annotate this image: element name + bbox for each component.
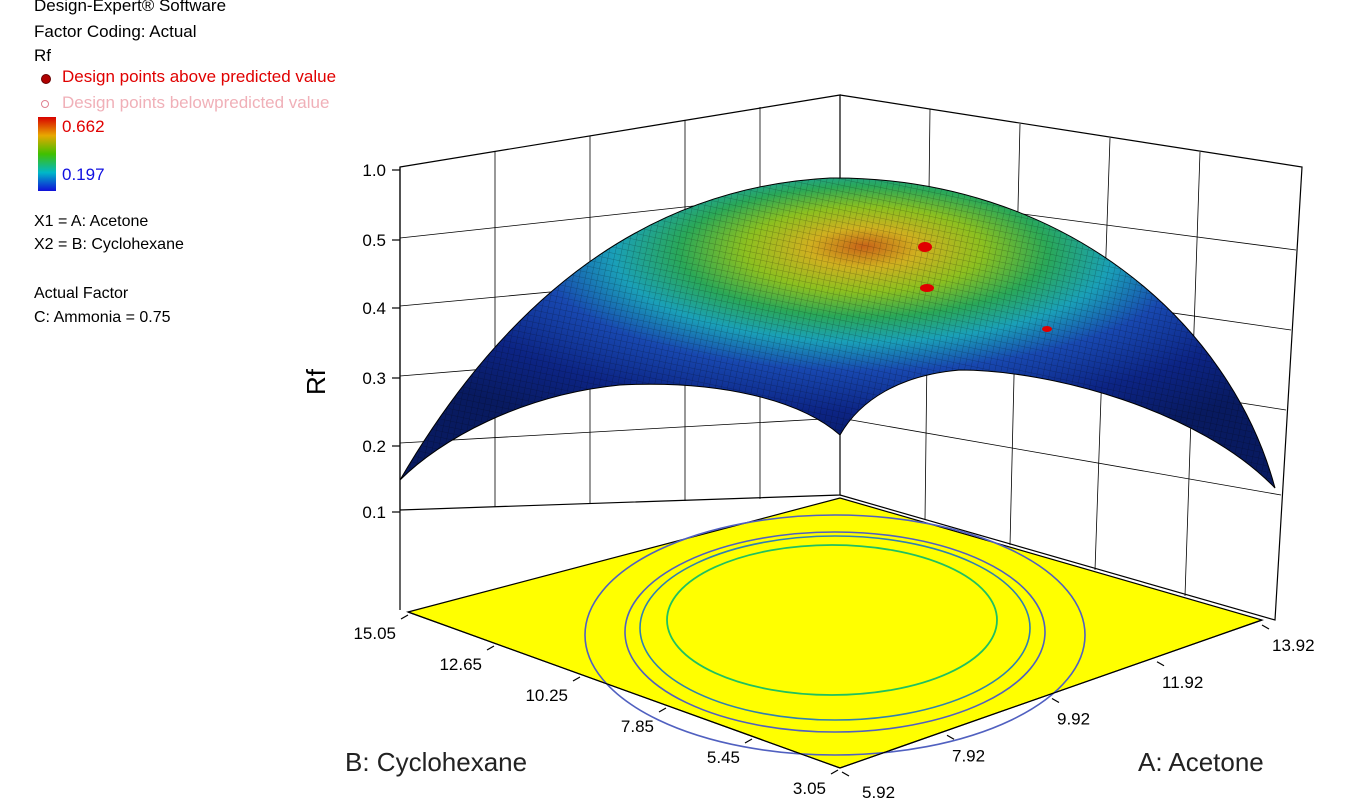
x-tick-label: 9.92 <box>1057 710 1090 729</box>
x-tick-mark <box>1261 624 1270 630</box>
y-axis-ticks: 3.05 5.45 7.85 10.25 12.65 15.05 <box>353 614 839 798</box>
x-tick-mark <box>841 771 850 777</box>
color-high-label: 0.662 <box>62 117 105 136</box>
z-axis-title: Rf <box>301 368 331 395</box>
response-label: Rf <box>34 46 51 65</box>
response-surface <box>399 177 1276 489</box>
z-axis-ticks: 0.1 0.2 0.3 0.4 0.5 1.0 <box>362 161 400 522</box>
x1-definition: X1 = A: Acetone <box>34 213 149 230</box>
x2-definition: X2 = B: Cyclohexane <box>34 236 184 253</box>
z-tick-label: 0.4 <box>362 299 386 318</box>
z-tick-label: 0.2 <box>362 437 386 456</box>
actual-factor-value: C: Ammonia = 0.75 <box>34 309 171 326</box>
x-tick-label: 11.92 <box>1162 673 1203 692</box>
actual-factor-heading: Actual Factor <box>34 285 129 302</box>
x-axis-ticks: 5.92 7.92 9.92 11.92 13.92 <box>841 624 1315 802</box>
y-tick-mark <box>572 676 581 682</box>
y-tick-mark <box>744 738 753 744</box>
y-tick-mark <box>486 645 495 651</box>
y-tick-mark <box>830 769 839 775</box>
z-tick-label: 1.0 <box>362 161 386 180</box>
software-label: Design-Expert® Software <box>34 0 227 15</box>
z-tick-label: 0.3 <box>362 369 386 388</box>
design-points-layer <box>918 242 1052 332</box>
x-tick-mark <box>1051 697 1060 704</box>
below-point-icon <box>41 100 49 108</box>
legend-below: Design points belowpredicted value <box>62 93 330 112</box>
above-point-icon <box>41 74 51 84</box>
y-tick-mark <box>400 614 409 620</box>
x-tick-mark <box>946 734 955 740</box>
y-tick-label: 10.25 <box>525 686 568 705</box>
z-tick-label: 0.1 <box>362 503 386 522</box>
y-tick-label: 12.65 <box>439 655 482 674</box>
color-scale-bar <box>38 117 56 191</box>
factor-coding-label: Factor Coding: Actual <box>34 22 197 41</box>
design-point <box>1042 326 1052 332</box>
design-point <box>920 284 934 292</box>
y-axis-title: B: Cyclohexane <box>345 747 527 777</box>
legend-above: Design points above predicted value <box>62 67 337 86</box>
x-tick-label: 13.92 <box>1272 636 1315 655</box>
z-tick-label: 0.5 <box>362 231 386 250</box>
y-tick-label: 7.85 <box>621 717 654 736</box>
floor <box>405 497 1264 769</box>
front-axes <box>399 167 1263 769</box>
x-axis-title: A: Acetone <box>1138 747 1264 777</box>
x-tick-label: 5.92 <box>862 783 895 802</box>
y-tick-label: 15.05 <box>353 624 396 643</box>
y-tick-label: 5.45 <box>707 748 740 767</box>
y-tick-label: 3.05 <box>793 779 826 798</box>
x-tick-mark <box>1156 661 1165 667</box>
design-point <box>918 242 932 252</box>
x-tick-label: 7.92 <box>952 746 985 765</box>
y-tick-mark <box>658 707 667 713</box>
color-low-label: 0.197 <box>62 165 105 184</box>
legend-panel: Design-Expert® Software Factor Coding: A… <box>34 0 454 340</box>
